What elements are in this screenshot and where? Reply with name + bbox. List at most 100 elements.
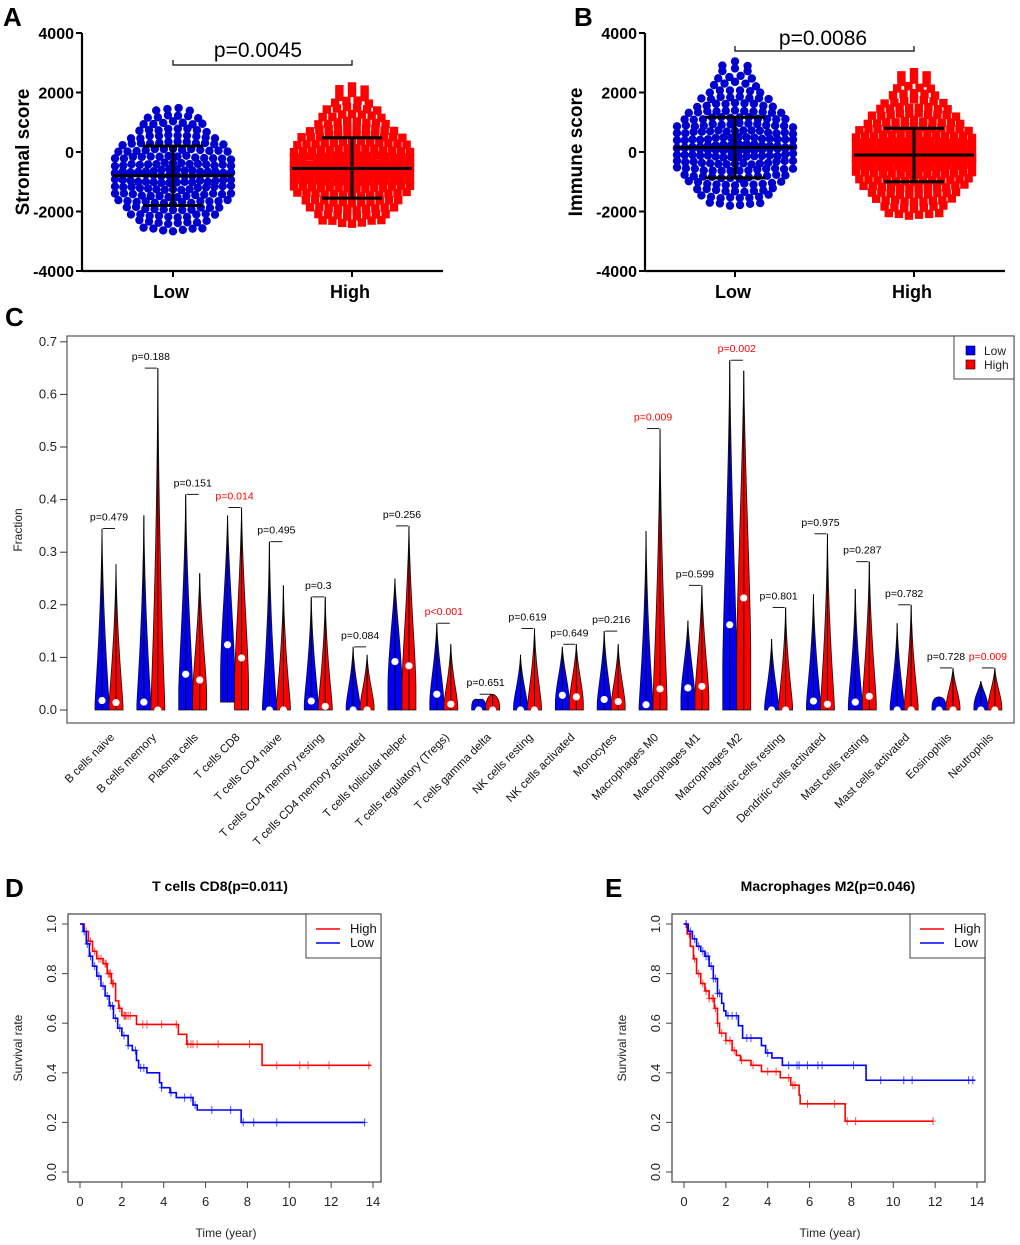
data-point-low <box>188 178 197 187</box>
panel-d-ylabel: Survival rate <box>11 1014 25 1081</box>
data-point-high <box>913 157 923 166</box>
data-point-low <box>217 190 227 199</box>
panel-letter-b: B <box>574 2 593 32</box>
data-point-high <box>914 129 923 138</box>
data-point-high <box>922 78 931 88</box>
data-point-high <box>371 124 380 134</box>
data-point-high <box>926 162 935 171</box>
data-point-low <box>143 113 152 122</box>
data-point-low <box>749 107 758 116</box>
data-point-high <box>929 97 938 106</box>
data-point-high <box>367 158 376 167</box>
data-point-low <box>742 133 751 142</box>
data-point-high <box>919 203 928 212</box>
median-dot <box>223 641 232 649</box>
km-curve-low <box>80 923 365 1124</box>
y-tick-label: 0.0 <box>44 1163 59 1181</box>
data-point-low <box>159 226 168 235</box>
data-point-high <box>333 204 343 213</box>
data-point-high <box>333 211 342 220</box>
data-point-low <box>758 107 767 117</box>
median-dot <box>600 695 608 704</box>
panel-b-ylabel: Immune score <box>566 88 587 217</box>
median-dot <box>698 682 706 690</box>
data-point-low <box>735 166 744 175</box>
panel-letter-d: D <box>5 873 24 903</box>
median-dot <box>935 706 943 714</box>
p-value-label: p=0.151 <box>174 477 212 489</box>
data-point-high <box>867 145 876 154</box>
data-point-low <box>155 152 164 161</box>
data-point-high <box>868 181 877 191</box>
data-point-high <box>328 112 337 122</box>
data-point-low <box>160 158 169 167</box>
legend-label-low: Low <box>954 935 978 950</box>
data-point-low <box>757 151 767 161</box>
data-point-high <box>362 105 372 114</box>
y-tick-label: 1.0 <box>44 915 59 933</box>
y-tick-label: 0.3 <box>39 544 57 559</box>
x-tick-label: 4 <box>764 1194 771 1209</box>
data-point-high <box>877 182 887 192</box>
data-point-low <box>730 64 740 73</box>
data-point-low <box>154 218 163 227</box>
data-point-high <box>289 153 299 162</box>
x-tick-label: 6 <box>806 1194 813 1209</box>
data-point-high <box>325 183 334 192</box>
y-tick-label: 0.2 <box>39 597 57 612</box>
median-dot <box>740 594 748 602</box>
data-point-low <box>747 160 756 169</box>
data-point-high <box>959 139 968 148</box>
p-value-label: p=0.479 <box>90 512 128 524</box>
data-point-high <box>313 169 322 178</box>
data-point-high <box>929 202 938 211</box>
data-point-low <box>191 153 200 162</box>
data-point-high <box>851 133 861 142</box>
data-point-high <box>375 138 384 148</box>
data-point-high <box>402 140 411 149</box>
data-point-high <box>310 195 320 205</box>
data-point-high <box>343 204 352 213</box>
data-point-high <box>389 153 398 163</box>
data-point-low <box>690 122 700 131</box>
data-point-high <box>923 183 932 192</box>
data-point-low <box>182 191 191 201</box>
y-tick-label: 0.2 <box>44 1113 59 1131</box>
data-point-high <box>922 71 931 80</box>
data-point-high <box>926 136 935 146</box>
data-point-high <box>364 177 373 186</box>
panel-a-stromal-score: Stromal score p=0.0045 Low High 4000 2000… <box>13 26 443 302</box>
median-dot <box>489 706 497 714</box>
data-point-low <box>146 191 155 201</box>
data-point-high <box>928 196 938 205</box>
data-point-low <box>721 99 730 109</box>
data-point-high <box>320 190 329 199</box>
data-point-low <box>127 182 136 192</box>
panel-letter-e: E <box>605 873 622 903</box>
data-point-low <box>168 227 178 236</box>
data-point-high <box>884 208 893 218</box>
data-point-high <box>306 132 315 142</box>
data-point-low <box>767 178 777 188</box>
data-point-high <box>382 160 391 169</box>
data-point-high <box>914 108 923 118</box>
data-point-high <box>880 202 889 211</box>
category-label: T cells follicular helper <box>321 732 410 821</box>
data-point-low <box>136 134 145 143</box>
data-point-low <box>788 156 798 166</box>
data-point-low <box>726 133 736 143</box>
data-point-low <box>141 167 151 176</box>
data-point-high <box>318 112 327 122</box>
median-dot <box>279 706 287 714</box>
significance-bracket <box>172 60 353 66</box>
y-tick-label: 0.8 <box>648 965 663 983</box>
data-point-high <box>956 119 965 129</box>
data-point-high <box>900 116 909 126</box>
data-point-high <box>905 109 914 118</box>
data-point-high <box>935 208 944 218</box>
data-point-low <box>174 103 183 113</box>
data-point-low <box>126 210 136 219</box>
data-point-high <box>338 190 348 200</box>
data-point-high <box>901 163 910 172</box>
data-point-low <box>718 61 727 70</box>
